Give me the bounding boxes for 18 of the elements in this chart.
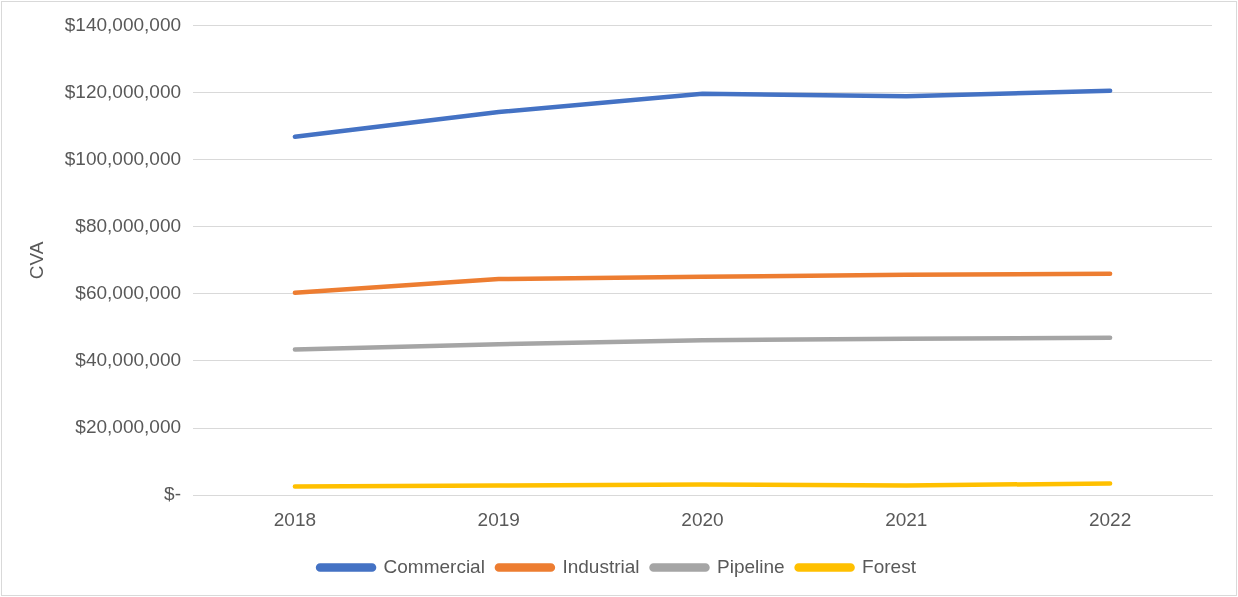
y-tick-label: $140,000,000 <box>64 13 182 35</box>
legend-label: Pipeline <box>717 555 785 577</box>
x-tick-label: 2022 <box>1088 508 1132 530</box>
y-tick-label: $40,000,000 <box>75 349 182 371</box>
legend-label: Forest <box>862 555 917 577</box>
y-tick-label: $60,000,000 <box>75 282 182 304</box>
y-tick-label: $100,000,000 <box>64 147 182 169</box>
legend-label: Commercial <box>383 555 485 577</box>
y-tick-label: $- <box>164 483 182 505</box>
x-tick-label: 2020 <box>681 508 724 530</box>
x-tick-label: 2018 <box>273 508 317 530</box>
legend-label: Industrial <box>562 555 640 577</box>
y-tick-label: $80,000,000 <box>75 214 182 236</box>
x-tick-label: 2021 <box>885 508 928 530</box>
y-axis-title: CVA <box>25 241 47 280</box>
y-tick-label: $20,000,000 <box>75 416 182 438</box>
y-tick-label: $120,000,000 <box>64 80 182 102</box>
x-tick-label: 2019 <box>477 508 520 530</box>
